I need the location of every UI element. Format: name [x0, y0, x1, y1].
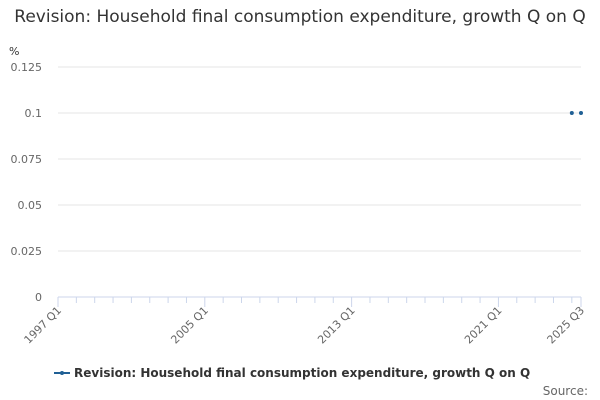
data-point	[569, 111, 574, 115]
legend[interactable]: Revision: Household final consumption ex…	[54, 364, 530, 382]
legend-series-label: Revision: Household final consumption ex…	[74, 366, 531, 380]
x-tick-label: 2013 Q1	[315, 304, 358, 347]
data-point	[579, 111, 583, 115]
y-tick-label: 0.025	[11, 245, 43, 258]
y-tick-label: 0.05	[18, 199, 43, 212]
x-tick-label: 2025 Q3	[545, 304, 588, 347]
source-label: Source:	[542, 384, 588, 398]
y-tick-label: 0.125	[11, 61, 43, 74]
x-tick-label: 1997 Q1	[22, 304, 65, 347]
legend-line-marker-icon	[54, 371, 70, 375]
x-tick-label: 2021 Q1	[462, 304, 505, 347]
y-tick-label: 0.075	[11, 153, 43, 166]
y-tick-label: 0	[35, 291, 42, 304]
y-tick-label: 0.1	[25, 107, 43, 120]
y-axis-unit-label: %	[9, 45, 20, 58]
chart-title: Revision: Household final consumption ex…	[14, 7, 586, 27]
x-tick-label: 2005 Q1	[168, 304, 211, 347]
